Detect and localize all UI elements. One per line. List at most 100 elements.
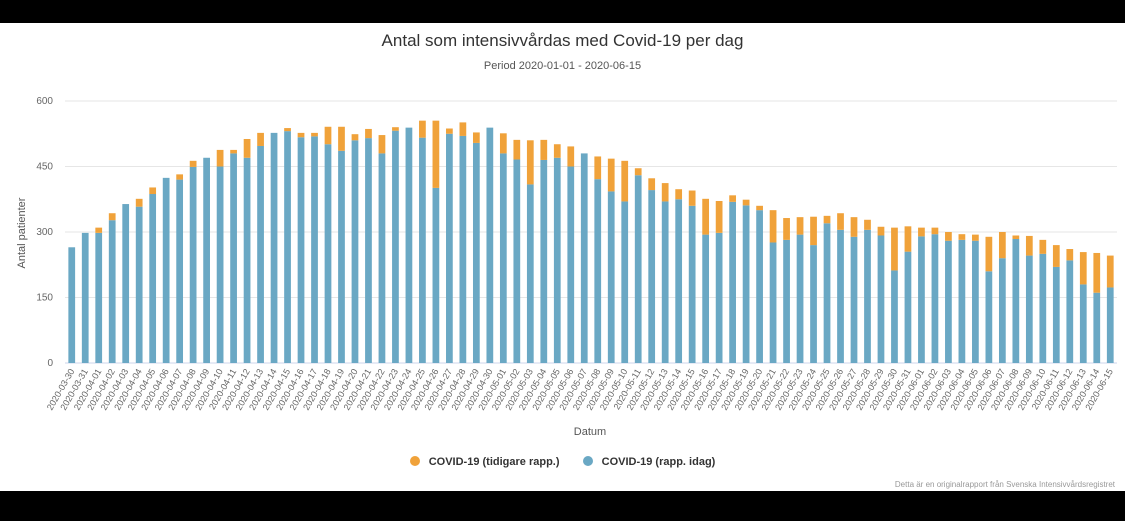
bar-rapp-idag[interactable]	[904, 251, 912, 363]
bar-rapp-idag[interactable]	[81, 232, 89, 363]
bar-tidigare-rapp[interactable]	[688, 190, 696, 206]
bar-rapp-idag[interactable]	[850, 236, 858, 363]
bar-rapp-idag[interactable]	[122, 204, 130, 363]
bar-rapp-idag[interactable]	[580, 153, 588, 363]
bar-rapp-idag[interactable]	[688, 205, 696, 363]
bar-rapp-idag[interactable]	[985, 271, 993, 363]
bar-tidigare-rapp[interactable]	[1039, 239, 1047, 254]
bar-tidigare-rapp[interactable]	[918, 227, 925, 237]
bar-rapp-idag[interactable]	[634, 175, 642, 363]
bar-rapp-idag[interactable]	[419, 137, 426, 363]
bar-rapp-idag[interactable]	[459, 135, 467, 363]
bar-rapp-idag[interactable]	[108, 220, 116, 363]
bar-tidigare-rapp[interactable]	[1066, 249, 1074, 261]
bar-rapp-idag[interactable]	[230, 153, 237, 363]
bar-rapp-idag[interactable]	[661, 201, 669, 363]
bar-tidigare-rapp[interactable]	[513, 139, 521, 160]
bar-rapp-idag[interactable]	[68, 247, 76, 363]
bar-rapp-idag[interactable]	[621, 201, 629, 363]
bar-rapp-idag[interactable]	[540, 159, 548, 363]
bar-tidigare-rapp[interactable]	[1093, 252, 1101, 293]
bar-rapp-idag[interactable]	[176, 179, 184, 363]
bar-tidigare-rapp[interactable]	[284, 128, 291, 132]
bar-tidigare-rapp[interactable]	[648, 178, 656, 191]
bar-tidigare-rapp[interactable]	[891, 227, 898, 271]
bar-rapp-idag[interactable]	[702, 234, 710, 363]
bar-rapp-idag[interactable]	[432, 187, 440, 363]
bar-tidigare-rapp[interactable]	[607, 158, 615, 192]
bar-tidigare-rapp[interactable]	[675, 189, 683, 200]
bar-rapp-idag[interactable]	[338, 150, 345, 363]
bar-tidigare-rapp[interactable]	[135, 198, 143, 207]
bar-tidigare-rapp[interactable]	[216, 149, 224, 167]
bar-rapp-idag[interactable]	[1052, 266, 1060, 363]
bar-tidigare-rapp[interactable]	[446, 128, 453, 134]
bar-tidigare-rapp[interactable]	[742, 199, 750, 206]
bar-rapp-idag[interactable]	[311, 136, 318, 363]
bar-tidigare-rapp[interactable]	[796, 217, 804, 235]
bar-tidigare-rapp[interactable]	[985, 236, 993, 272]
bar-tidigare-rapp[interactable]	[526, 140, 534, 185]
bar-rapp-idag[interactable]	[1039, 253, 1047, 363]
bar-tidigare-rapp[interactable]	[958, 234, 966, 240]
bar-rapp-idag[interactable]	[607, 191, 615, 363]
bar-rapp-idag[interactable]	[378, 153, 386, 363]
bar-rapp-idag[interactable]	[594, 179, 602, 363]
bar-tidigare-rapp[interactable]	[432, 120, 440, 188]
bar-tidigare-rapp[interactable]	[338, 126, 345, 151]
bar-rapp-idag[interactable]	[742, 205, 750, 363]
bar-tidigare-rapp[interactable]	[176, 174, 184, 180]
bar-rapp-idag[interactable]	[837, 229, 844, 363]
bar-tidigare-rapp[interactable]	[621, 160, 629, 202]
bar-tidigare-rapp[interactable]	[311, 132, 318, 137]
bar-tidigare-rapp[interactable]	[756, 205, 763, 211]
bar-rapp-idag[interactable]	[918, 236, 925, 363]
bar-tidigare-rapp[interactable]	[998, 232, 1006, 259]
bar-tidigare-rapp[interactable]	[972, 234, 979, 241]
bar-rapp-idag[interactable]	[135, 206, 143, 363]
bar-tidigare-rapp[interactable]	[365, 128, 372, 139]
bar-rapp-idag[interactable]	[823, 223, 831, 363]
bar-tidigare-rapp[interactable]	[392, 127, 399, 131]
bar-rapp-idag[interactable]	[931, 234, 939, 363]
bar-rapp-idag[interactable]	[284, 131, 291, 363]
bar-rapp-idag[interactable]	[216, 166, 224, 364]
bar-rapp-idag[interactable]	[324, 144, 332, 363]
bar-tidigare-rapp[interactable]	[324, 126, 332, 145]
bar-rapp-idag[interactable]	[877, 235, 885, 363]
bar-rapp-idag[interactable]	[1079, 284, 1087, 363]
bar-rapp-idag[interactable]	[715, 232, 723, 363]
bar-rapp-idag[interactable]	[365, 138, 372, 363]
bar-tidigare-rapp[interactable]	[661, 183, 669, 202]
bar-rapp-idag[interactable]	[1012, 238, 1020, 363]
bar-tidigare-rapp[interactable]	[769, 210, 777, 243]
bar-tidigare-rapp[interactable]	[567, 146, 575, 167]
bar-tidigare-rapp[interactable]	[472, 132, 480, 143]
bar-rapp-idag[interactable]	[567, 166, 575, 364]
bar-tidigare-rapp[interactable]	[243, 138, 251, 158]
bar-tidigare-rapp[interactable]	[1012, 235, 1020, 239]
bar-tidigare-rapp[interactable]	[810, 216, 817, 246]
bar-rapp-idag[interactable]	[1025, 255, 1033, 363]
bar-rapp-idag[interactable]	[446, 133, 453, 363]
bar-rapp-idag[interactable]	[648, 190, 656, 363]
bar-tidigare-rapp[interactable]	[837, 213, 844, 230]
bar-tidigare-rapp[interactable]	[499, 133, 507, 154]
bar-rapp-idag[interactable]	[149, 194, 157, 363]
bar-tidigare-rapp[interactable]	[715, 200, 723, 233]
bar-tidigare-rapp[interactable]	[351, 134, 359, 141]
bar-rapp-idag[interactable]	[351, 140, 359, 363]
bar-rapp-idag[interactable]	[243, 157, 251, 363]
bar-rapp-idag[interactable]	[553, 157, 561, 363]
bar-rapp-idag[interactable]	[392, 130, 399, 363]
bar-rapp-idag[interactable]	[891, 270, 898, 363]
bar-tidigare-rapp[interactable]	[189, 160, 197, 167]
bar-tidigare-rapp[interactable]	[594, 156, 602, 180]
bar-rapp-idag[interactable]	[729, 201, 736, 363]
bar-rapp-idag[interactable]	[405, 127, 413, 364]
bar-tidigare-rapp[interactable]	[553, 144, 561, 158]
bar-rapp-idag[interactable]	[972, 240, 979, 363]
bar-tidigare-rapp[interactable]	[1052, 245, 1060, 267]
bar-tidigare-rapp[interactable]	[931, 227, 939, 235]
bar-rapp-idag[interactable]	[1093, 292, 1101, 363]
